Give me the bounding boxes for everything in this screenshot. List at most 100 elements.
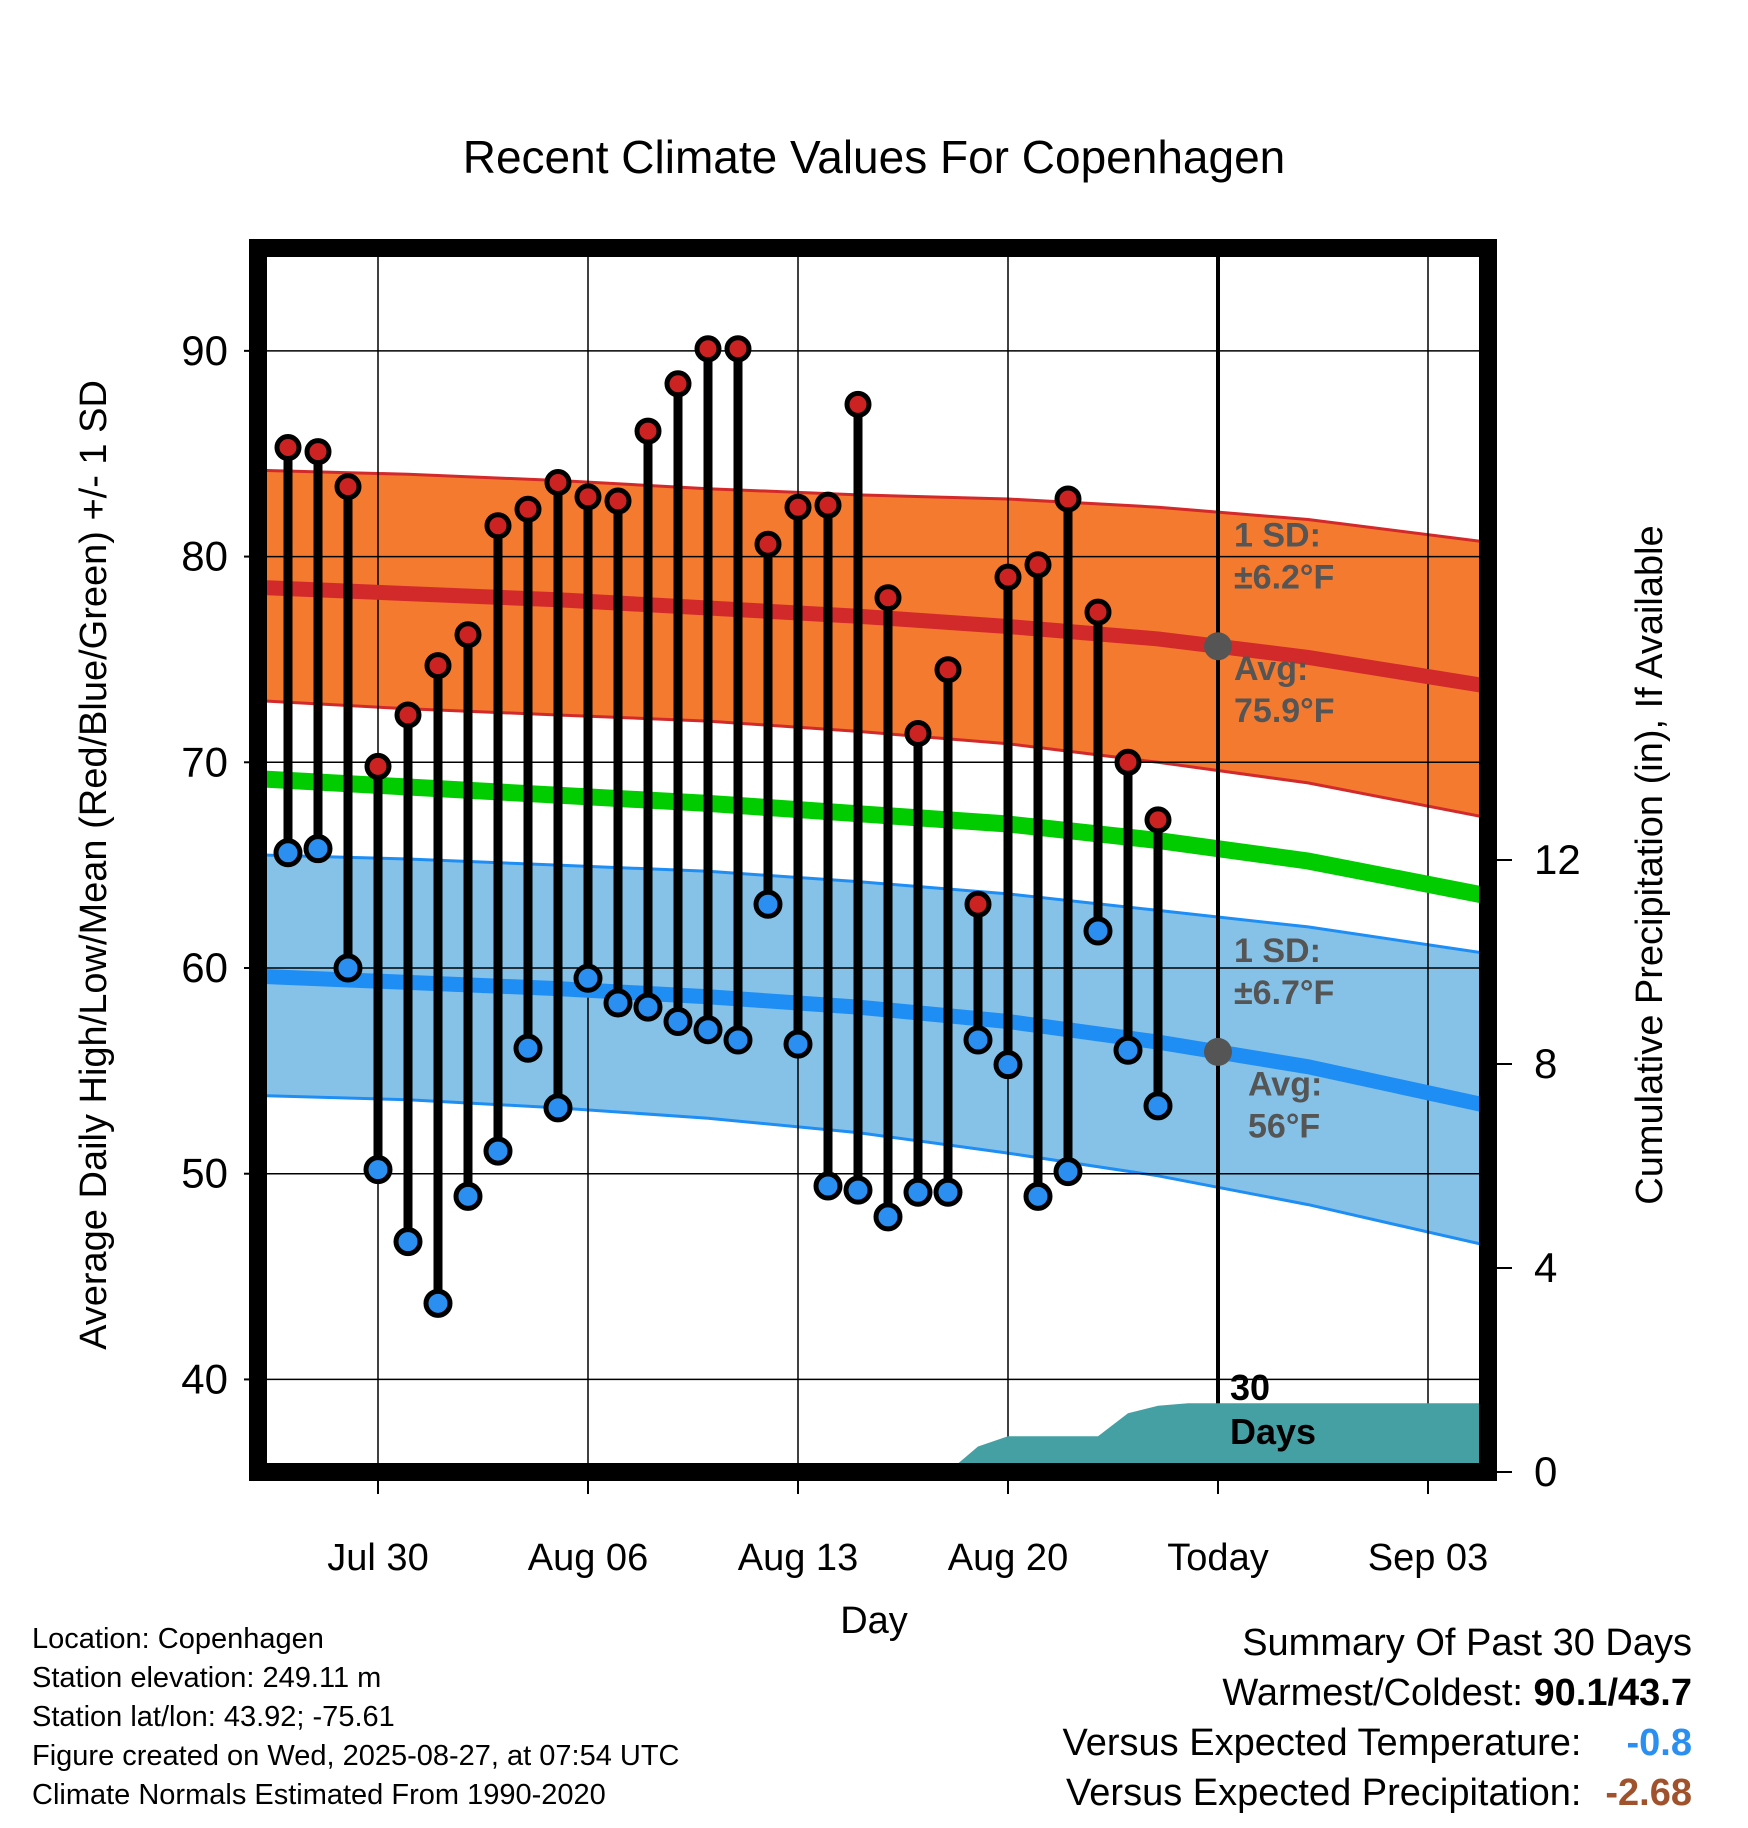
y2-tick-label: 4 [1534,1244,1557,1291]
daily-low-point [753,889,783,919]
summary-precip: Versus Expected Precipitation: -2.68 [1063,1768,1692,1818]
y-tick-label: 60 [181,944,228,991]
daily-high-point [634,417,662,445]
x-tick-label: Jul 30 [327,1537,428,1579]
daily-high-point [1144,806,1172,834]
daily-high-point [514,495,542,523]
x-tick-label: Today [1167,1537,1268,1579]
daily-high-point [274,434,302,462]
location-text: Location: Copenhagen [32,1623,324,1655]
daily-low-point [1143,1091,1173,1121]
daily-high-point [814,491,842,519]
summary-panel: Summary Of Past 30 Days Warmest/Coldest:… [1063,1618,1692,1818]
daily-high-point [604,487,632,515]
daily-low-point [993,1050,1023,1080]
daily-low-point [663,1006,693,1036]
daily-high-point [844,390,872,418]
latlon-text: Station lat/lon: 43.92; -75.61 [32,1701,395,1733]
daily-high-point [1054,485,1082,513]
daily-high-point [304,438,332,466]
high-average-annotation: 75.9°F [1234,692,1335,730]
precip-label: Versus Expected Precipitation: [1066,1772,1582,1814]
daily-low-point [273,838,303,868]
daily-high-point [364,752,392,780]
daily-high-point [694,335,722,363]
y2-axis-label: Cumulative Precipitation (in), If Availa… [1629,525,1671,1204]
daily-low-point [333,953,363,983]
daily-low-point [963,1025,993,1055]
daily-low-point [1023,1181,1053,1211]
daily-high-point [424,652,452,680]
y2-tick-label: 12 [1534,836,1581,883]
daily-low-point [813,1171,843,1201]
daily-low-point [783,1029,813,1059]
y-axis-label: Average Daily High/Low/Mean (Red/Blue/Gr… [73,380,115,1350]
x-tick-label: Aug 06 [528,1537,648,1579]
y-tick-label: 70 [181,738,228,785]
elevation-text: Station elevation: 249.11 m [32,1662,382,1694]
daily-high-point [454,621,482,649]
window-label: Days [1230,1411,1316,1452]
daily-low-point [633,992,663,1022]
daily-low-point [363,1155,393,1185]
precipitation-area [258,1403,1488,1472]
daily-low-point [873,1202,903,1232]
daily-low-point [1053,1157,1083,1187]
daily-high-point [544,469,572,497]
daily-low-point [423,1288,453,1318]
created-text: Figure created on Wed, 2025-08-27, at 07… [32,1740,680,1772]
daily-low-point [1083,916,1113,946]
low-sd-annotation: ±6.7°F [1234,974,1334,1012]
daily-high-point [664,370,692,398]
station-info: Location: Copenhagen Station elevation: … [32,1620,680,1815]
window-label: 30 [1230,1367,1270,1408]
y-tick-label: 50 [181,1150,228,1197]
x-axis-label: Day [840,1600,908,1642]
daily-high-point [754,530,782,558]
summary-heading: Summary Of Past 30 Days [1242,1622,1692,1664]
x-tick-label: Aug 20 [948,1537,1068,1579]
daily-low-point [393,1227,423,1257]
daily-low-point [303,834,333,864]
x-tick-label: Aug 13 [738,1537,858,1579]
daily-high-point [784,493,812,521]
high-sd-annotation: ±6.2°F [1234,558,1334,596]
normals-text: Climate Normals Estimated From 1990-2020 [32,1779,606,1811]
daily-high-point [1024,551,1052,579]
daily-high-point [334,473,362,501]
daily-low-point [513,1033,543,1063]
low-sd-band [258,854,1488,1246]
daily-low-point [483,1136,513,1166]
daily-high-point [934,656,962,684]
daily-high-point [904,719,932,747]
precip-value: -2.68 [1605,1772,1692,1814]
warm-cold-value: 90.1/43.7 [1533,1672,1692,1714]
high-sd-annotation: 1 SD: [1234,516,1321,554]
daily-high-point [964,890,992,918]
y-tick-label: 90 [181,327,228,374]
temp-label: Versus Expected Temperature: [1062,1722,1582,1764]
y2-tick-label: 0 [1534,1448,1557,1495]
daily-high-point [1084,598,1112,626]
summary-warm-cold: Warmest/Coldest: 90.1/43.7 [1063,1668,1692,1718]
y-tick-label: 80 [181,533,228,580]
daily-low-point [723,1025,753,1055]
y2-tick-label: 8 [1534,1040,1557,1087]
daily-high-point [574,483,602,511]
daily-high-point [874,584,902,612]
today-low-average-dot [1204,1037,1232,1066]
daily-high-point [394,701,422,729]
daily-low-point [1113,1035,1143,1065]
daily-high-point [994,563,1022,591]
daily-low-point [603,988,633,1018]
temp-value: -0.8 [1626,1722,1692,1764]
daily-low-point [453,1181,483,1211]
low-average-annotation: Avg: [1248,1066,1322,1104]
daily-low-point [903,1177,933,1207]
y-tick-label: 40 [181,1355,228,1402]
daily-low-point [843,1175,873,1205]
summary-temp: Versus Expected Temperature: -0.8 [1063,1718,1692,1768]
chart-title: Recent Climate Values For Copenhagen [463,131,1286,183]
x-tick-label: Sep 03 [1368,1537,1488,1579]
